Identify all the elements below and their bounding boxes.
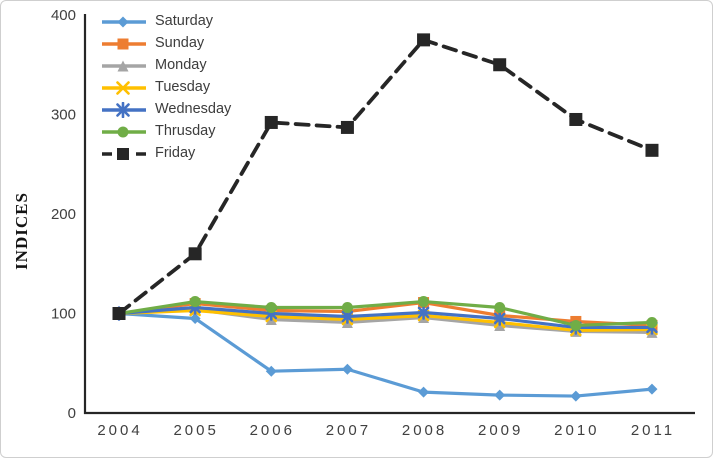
series-thrusday <box>113 296 658 331</box>
legend-label: Saturday <box>155 13 214 30</box>
legend-item-wednesday: Wednesday <box>100 101 232 118</box>
wednesday-line-marker-icon <box>102 101 146 118</box>
legend-item-sunday: Sunday <box>100 36 231 51</box>
tuesday-line-marker-icon <box>102 80 146 95</box>
x-tick-label: 2004 <box>97 422 142 439</box>
saturday-line-marker-icon <box>102 16 146 27</box>
monday-line-marker-icon <box>102 60 146 71</box>
y-tick-label: 200 <box>51 206 76 223</box>
legend-item-monday: Monday <box>100 58 231 73</box>
legend: Saturday Sunday Monday Tuesday Wednesday… <box>100 14 231 161</box>
legend-label: Thrusday <box>155 123 216 140</box>
legend-label: Tuesday <box>155 79 211 96</box>
legend-label: Monday <box>155 57 207 74</box>
legend-label: Friday <box>155 145 196 162</box>
legend-label: Sunday <box>155 35 205 52</box>
x-tick-label: 2005 <box>173 422 218 439</box>
friday-line-marker-icon <box>102 147 146 160</box>
y-tick-label: 400 <box>51 7 76 24</box>
x-tick-label: 2008 <box>402 422 447 439</box>
y-tick-label: 0 <box>68 405 76 422</box>
y-axis-title: INDICES <box>12 192 31 270</box>
legend-item-tuesday: Tuesday <box>100 80 231 95</box>
sunday-line-marker-icon <box>102 38 146 49</box>
legend-item-thrusday: Thrusday <box>100 124 231 139</box>
x-tick-label: 2011 <box>631 422 675 439</box>
series-friday <box>112 33 659 320</box>
x-tick-label: 2009 <box>478 422 523 439</box>
legend-item-saturday: Saturday <box>100 14 231 29</box>
y-tick-label: 100 <box>51 306 76 323</box>
x-tick-label: 2010 <box>554 422 599 439</box>
legend-item-friday: Friday <box>100 146 231 161</box>
y-tick-label: 300 <box>51 107 76 124</box>
x-tick-label: 2007 <box>326 422 371 439</box>
x-tick-label: 2006 <box>250 422 295 439</box>
legend-label: Wednesday <box>155 101 232 118</box>
thrusday-line-marker-icon <box>102 126 146 137</box>
